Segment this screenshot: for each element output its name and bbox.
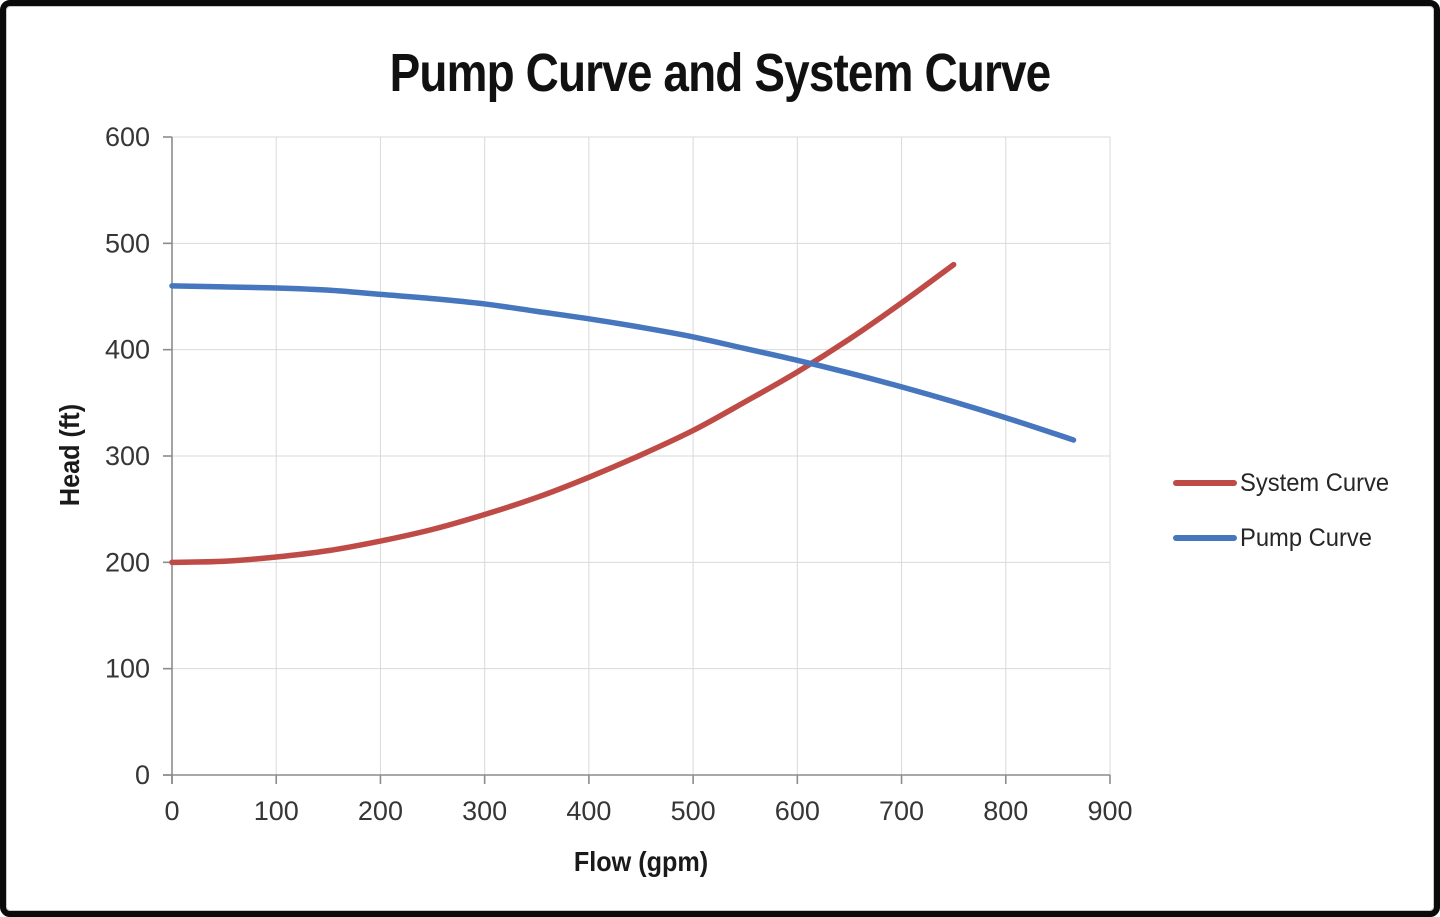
- y-tick-label: 300: [105, 441, 150, 471]
- x-tick-label: 600: [775, 796, 820, 826]
- legend-item-pump-curve: Pump Curve: [1173, 523, 1397, 553]
- x-tick-label: 700: [879, 796, 924, 826]
- x-axis-title: Flow (gpm): [573, 846, 709, 877]
- y-tick-label: 200: [105, 547, 150, 577]
- x-tick-label: 200: [358, 796, 403, 826]
- x-tick-label: 400: [566, 796, 611, 826]
- plot-area: 0 100 200 300 400 500 600 700 800 900 0 100 200 300 40…: [105, 122, 1133, 826]
- system-curve-legend-label: System Curve: [1240, 468, 1390, 497]
- y-tick-label: 400: [105, 335, 150, 365]
- legend-item-system-curve: System Curve: [1173, 468, 1397, 498]
- y-axis-title: Head (ft): [54, 403, 85, 507]
- y-tick-label: 0: [135, 760, 150, 790]
- x-tick-label: 0: [164, 796, 179, 826]
- x-tick-label: 800: [983, 796, 1028, 826]
- system-curve-legend-swatch: [1173, 480, 1237, 486]
- legend: System Curve Pump Curve: [1173, 468, 1397, 578]
- chart-title: Pump Curve and System Curve: [389, 43, 1052, 103]
- y-tick-label: 100: [105, 654, 150, 684]
- x-tick-label: 300: [462, 796, 507, 826]
- system-curve-line: [169, 261, 957, 566]
- pump-curve-line: [169, 283, 1077, 443]
- pump-curve-legend-label: Pump Curve: [1240, 523, 1373, 552]
- pump-curve-legend-swatch: [1173, 535, 1237, 541]
- x-tick-label: 900: [1087, 796, 1132, 826]
- y-tick-label: 500: [105, 228, 150, 258]
- y-tick-label: 600: [105, 122, 150, 152]
- x-tick-label: 100: [254, 796, 299, 826]
- x-tick-label: 500: [671, 796, 716, 826]
